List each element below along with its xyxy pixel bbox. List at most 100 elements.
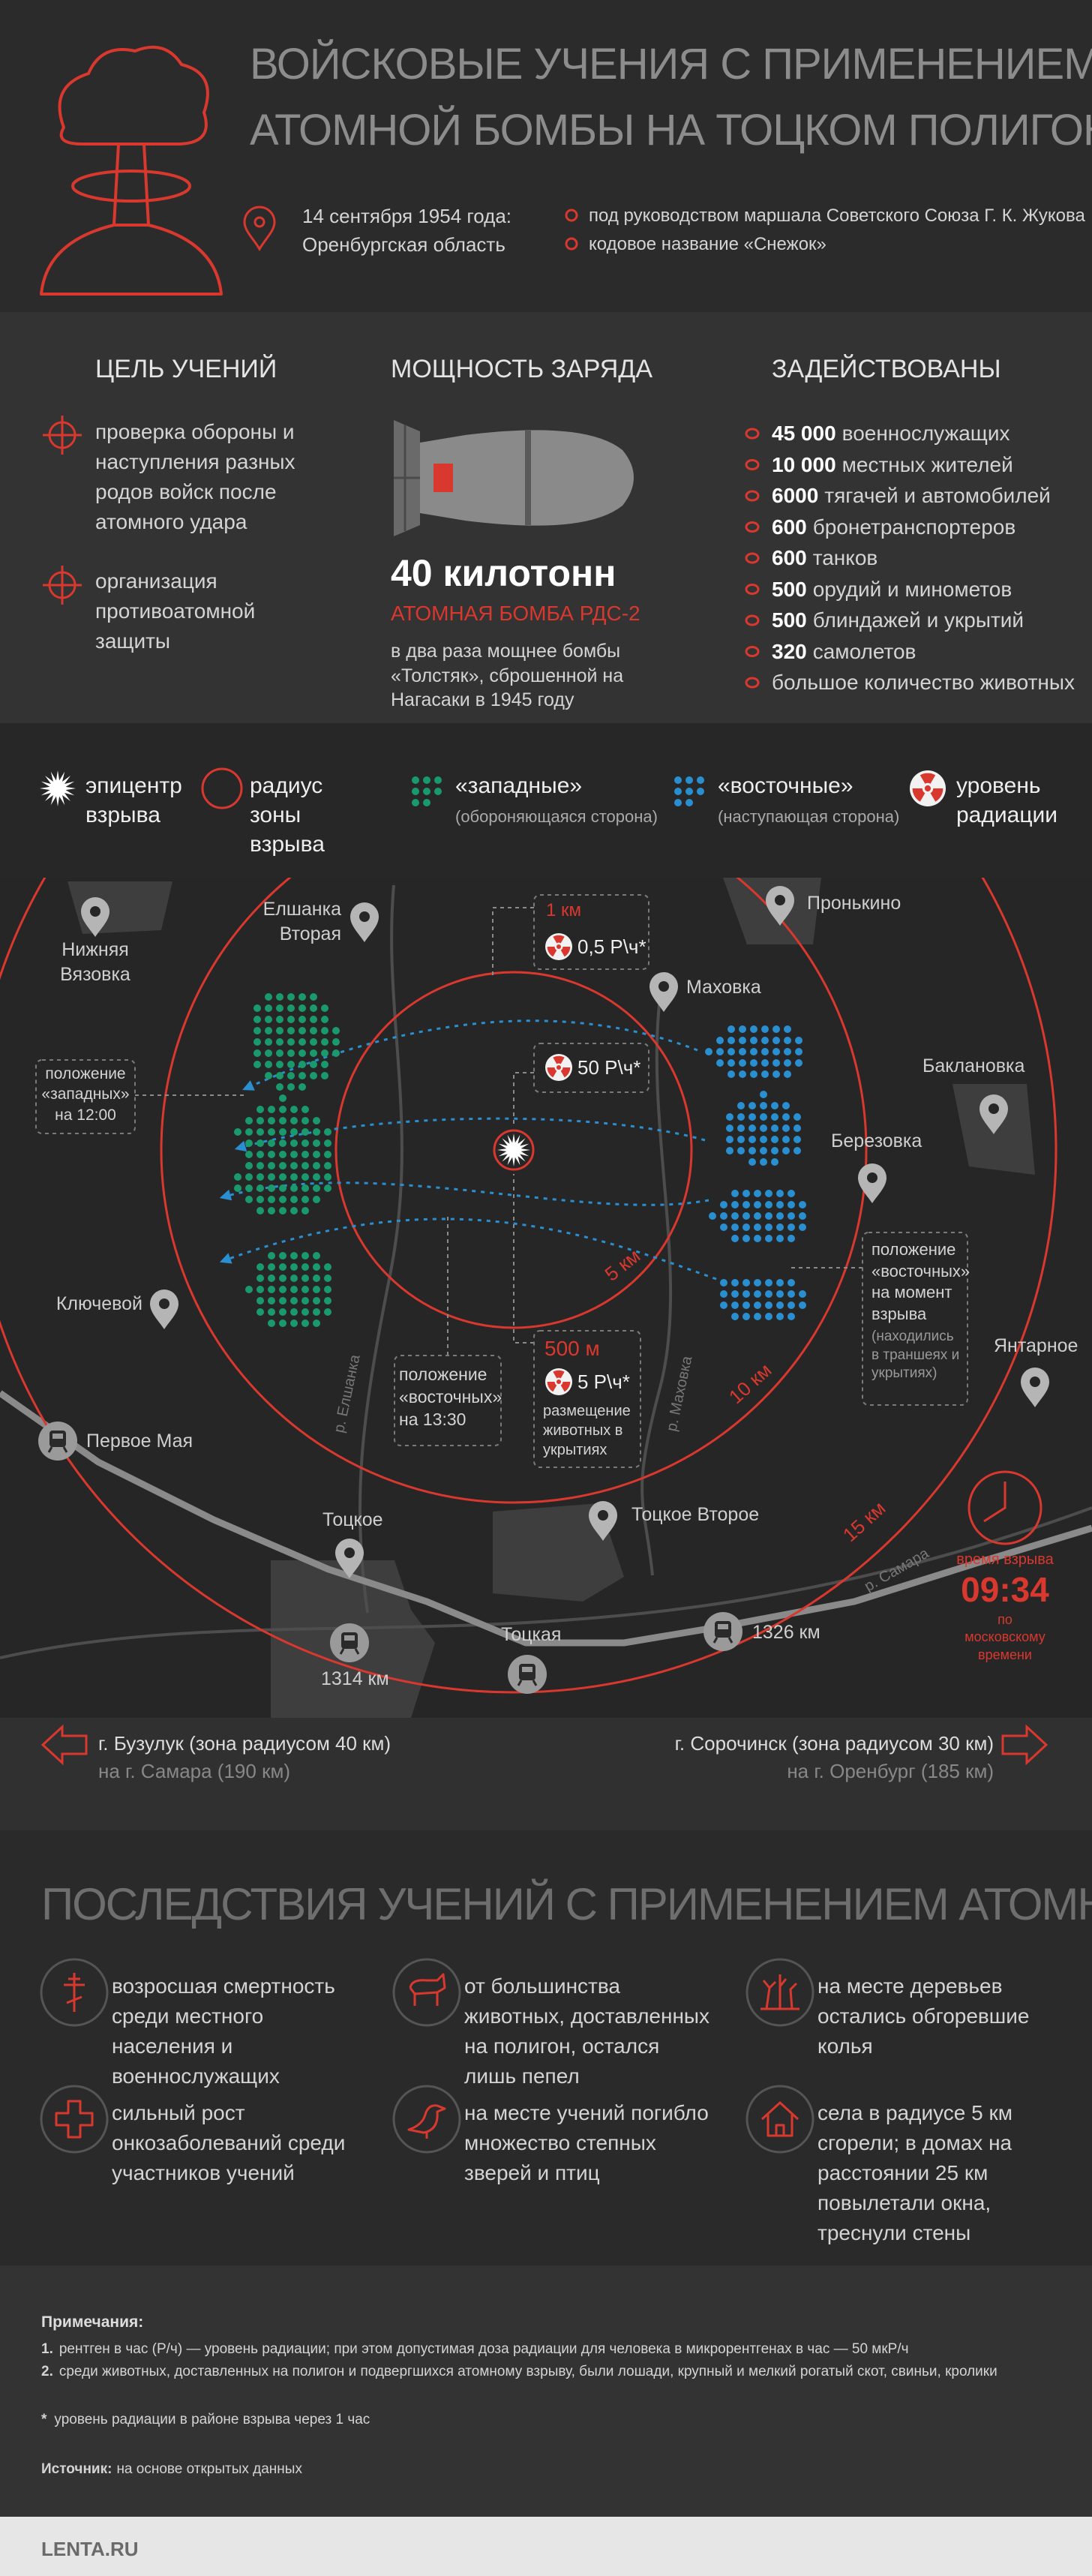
troop-dot — [268, 1196, 275, 1203]
callout-leader — [492, 907, 534, 975]
bullet — [745, 428, 760, 440]
troop-dot — [298, 1072, 306, 1079]
time-label: время взрыва — [956, 1551, 1054, 1568]
troop-dot — [731, 1223, 739, 1231]
troop-dot — [290, 1274, 298, 1282]
legend-label: «восточные» — [718, 773, 854, 798]
troop-dot — [298, 1004, 306, 1012]
troop-dot — [731, 1235, 739, 1242]
troop-dot — [765, 1290, 772, 1298]
section-bg — [0, 1830, 1092, 2265]
troop-dot — [310, 1004, 317, 1012]
troop-dot — [245, 1196, 253, 1203]
callout-box — [862, 1232, 968, 1406]
pin-shape — [980, 1094, 1008, 1134]
troop-dot — [434, 788, 442, 795]
troop-dot — [412, 776, 419, 784]
troop-dot — [674, 788, 682, 795]
troop-dot — [256, 1297, 264, 1305]
troop-dot — [302, 1207, 309, 1214]
troop-dot — [765, 1212, 772, 1220]
troop-dot — [268, 1184, 275, 1192]
target-cross — [43, 416, 82, 455]
troop-dot — [776, 1279, 784, 1286]
consequence-text: на месте деревьев остались обгоревшие ко… — [818, 1974, 1030, 2058]
bullet — [745, 677, 760, 689]
troop-dot — [245, 1139, 253, 1147]
note-item: 2. среди животных, доставленных на полиго… — [41, 2363, 998, 2382]
involved-item: 6000 тягачей и автомобилей — [772, 482, 1051, 509]
troop-dot — [782, 1124, 790, 1132]
troop-dot — [265, 1038, 272, 1046]
troop-dot — [776, 1302, 784, 1309]
troop-dot — [313, 1274, 320, 1282]
troop-dot — [748, 1102, 756, 1109]
troop-dot — [254, 1016, 261, 1023]
place-label: Пронькино — [807, 893, 902, 914]
troop-cluster — [709, 1190, 806, 1242]
troop-dot — [268, 1320, 275, 1327]
pin-hole — [988, 1103, 999, 1114]
troop-dot — [754, 1201, 761, 1208]
bomb-icon — [394, 420, 634, 536]
radiation-blade — [912, 788, 926, 802]
bullet — [745, 614, 760, 626]
bullet — [745, 584, 760, 595]
troop-dot — [298, 1061, 306, 1068]
troop-dot — [760, 1113, 767, 1121]
troop-dot — [794, 1113, 801, 1121]
radiation-core — [556, 1379, 562, 1385]
troop-dot — [313, 1297, 320, 1305]
troop-dot — [728, 1037, 735, 1044]
troop-dot — [276, 1072, 284, 1079]
section-bg — [0, 0, 1092, 312]
involved-number: 500 — [772, 577, 807, 601]
callout-box — [394, 1355, 502, 1446]
troop-dot — [256, 1117, 264, 1124]
note-marker: 2. — [41, 2364, 53, 2379]
station-icon — [508, 1655, 547, 1694]
consequence-icon-ring — [392, 2085, 461, 2154]
title-line: АТОМНОЙ БОМБЫ НА ТОЦКОМ ПОЛИГОНЕ — [250, 106, 1092, 155]
troop-dot — [772, 1070, 780, 1078]
troop-dot — [279, 1196, 286, 1203]
troop-dot — [256, 1106, 264, 1113]
troop-dot — [310, 1027, 317, 1034]
troop-dot — [265, 1016, 272, 1023]
zone-radius — [160, 878, 868, 1504]
train-window — [718, 1624, 728, 1629]
map-pin — [766, 886, 794, 926]
direction-road: на г. Самара (190 км) — [98, 1760, 290, 1782]
troop-dot — [739, 1025, 746, 1033]
mushroom-icon — [40, 45, 223, 296]
source-label: Источник: — [41, 2461, 112, 2477]
involved-item: 10 000 местных жителей — [772, 452, 1013, 479]
legend-label: эпицентр взрыва — [86, 773, 182, 827]
troop-dot — [720, 1290, 728, 1298]
troop-dot — [739, 1070, 746, 1078]
callout-box — [533, 1330, 641, 1468]
involved-number: 10 000 — [772, 452, 836, 476]
troop-dot — [754, 1190, 761, 1197]
radiation-core — [556, 944, 562, 950]
station-icon — [330, 1623, 369, 1662]
troop-dot — [784, 1070, 791, 1078]
pin-hole — [658, 981, 669, 992]
troop-dot — [268, 1207, 275, 1214]
troop-dot — [761, 1070, 769, 1078]
troop-dot — [782, 1147, 790, 1154]
troop-dot — [279, 1207, 286, 1214]
place-label: Тоцкое Второе — [632, 1504, 760, 1525]
troop-dot — [276, 1016, 284, 1023]
troop-dot — [256, 1308, 264, 1316]
footnote: * уровень радиации в районе взрыва через … — [41, 2411, 370, 2430]
consequence-text: от большинства животных, доставленных на… — [464, 1974, 710, 2088]
bullet — [745, 490, 760, 502]
troop-dot — [290, 1252, 298, 1259]
troop-dot — [771, 1124, 778, 1132]
involved-item: 45 000 военнослужащих — [772, 420, 1010, 447]
callout-note: размещение животных в укрытиях — [543, 1403, 631, 1458]
place-label: Ключевой — [56, 1293, 142, 1314]
title-line: ВОЙСКОВЫЕ УЧЕНИЯ С ПРИМЕНЕНИЕМ — [250, 40, 1092, 89]
troop-dot — [298, 993, 306, 1001]
